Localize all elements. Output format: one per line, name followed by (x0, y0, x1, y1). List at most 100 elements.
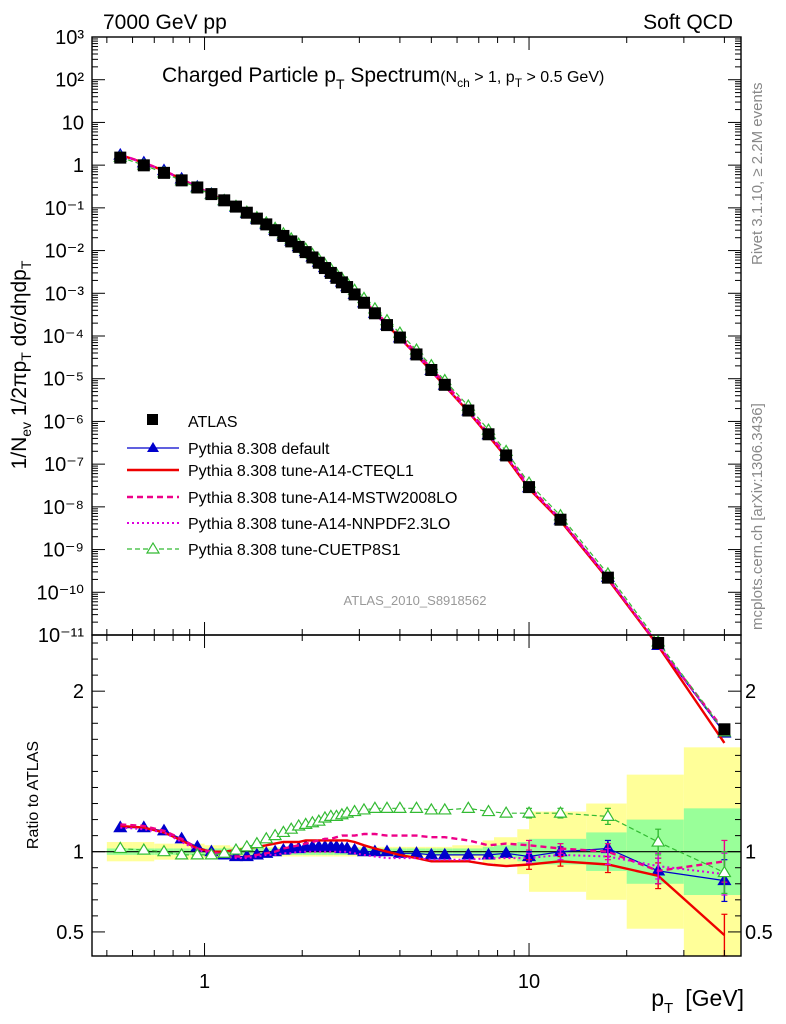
ratio-y-axis-label: Ratio to ATLAS (25, 741, 42, 849)
data-point-atlas (191, 181, 204, 194)
ratio-point-cuetp8s1 (174, 847, 189, 860)
data-point-atlas (357, 296, 370, 309)
data-point-atlas (114, 151, 127, 164)
legend-label-cuetp8s1: Pythia 8.308 tune-CUETP8S1 (188, 542, 401, 559)
ratio-point-default (481, 847, 496, 860)
data-point-atlas (482, 428, 495, 441)
chart-title: Charged Particle pT Spectrum(Nch > 1, pT… (162, 64, 604, 92)
ratio-y-tick-label: 2 (73, 681, 84, 703)
y-tick-label: 10⁻⁶ (43, 411, 84, 433)
header-left: 7000 GeV pp (103, 11, 227, 34)
ratio-point-cuetp8s1 (156, 844, 172, 857)
data-point-atlas (410, 348, 423, 361)
y-tick-label: 10⁻³ (45, 283, 85, 305)
mcplots-label: mcplots.cern.ch [arXiv:1306.3436] (749, 403, 766, 630)
ratio-point-default (499, 846, 514, 858)
x-axis: 1 10 (106, 37, 725, 993)
y-tick-label: 1 (73, 155, 84, 177)
data-point-atlas (393, 331, 406, 344)
data-point-atlas (523, 481, 536, 494)
data-point-atlas (438, 378, 451, 391)
data-point-atlas (425, 363, 438, 376)
main-plot-data (113, 147, 732, 744)
y-tick-label: 10⁻⁷ (44, 454, 84, 476)
y-tick-label: 10⁻⁸ (43, 497, 84, 519)
y-tick-label: 10⁻⁵ (43, 369, 84, 391)
ratio-point-cuetp8s1 (356, 802, 372, 815)
x-axis-label: pT [GeV] (651, 985, 744, 1017)
ratio-point-cuetp8s1 (461, 801, 476, 813)
data-point-atlas (718, 723, 731, 736)
header-right: Soft QCD (643, 11, 733, 34)
y-tick-label: 10⁻⁴ (43, 326, 84, 348)
main-y-axis: 10⁻¹¹ 10⁻¹⁰ 10⁻⁹ 10⁻⁸ 10⁻⁷ 10⁻⁶ 10⁻⁵ 10⁻⁴ 10⁻³ 10… (37, 27, 741, 647)
ratio-point-cuetp8s1 (437, 802, 452, 815)
ratio-point-cuetp8s1 (424, 802, 439, 815)
legend-label-atlas: ATLAS (188, 414, 238, 431)
legend-label-nnpdf: Pythia 8.308 tune-A14-NNPDF2.3LO (188, 516, 450, 533)
ratio-point-default (461, 847, 476, 860)
data-point-atlas (137, 159, 150, 172)
ratio-point-cuetp8s1 (521, 805, 537, 818)
ratio-point-cuetp8s1 (204, 847, 219, 860)
y-tick-label: 10⁻¹⁰ (37, 582, 84, 604)
legend-label-default: Pythia 8.308 default (188, 441, 330, 458)
ratio-point-cuetp8s1 (481, 804, 496, 817)
ratio-point-default (340, 841, 355, 854)
data-point-atlas (368, 307, 381, 320)
ratio-y-tick-label-right: 2 (745, 681, 756, 703)
ratio-point-cuetp8s1 (717, 865, 732, 878)
data-point-atlas (175, 174, 188, 187)
data-point-atlas (218, 194, 231, 207)
ratio-point-default (424, 847, 439, 860)
ratio-point-cuetp8s1 (217, 846, 232, 858)
ratio-point-cuetp8s1 (239, 839, 254, 852)
ratio-point-cuetp8s1 (347, 804, 362, 817)
legend: ATLAS Pythia 8.308 default Pythia 8.308 … (127, 414, 457, 559)
data-point-atlas (380, 319, 393, 332)
ratio-y-tick-label: 0.5 (56, 922, 84, 944)
data-point-atlas (554, 513, 567, 526)
legend-marker-atlas (147, 414, 158, 425)
x-tick-label: 1 (199, 971, 210, 993)
ratio-point-cuetp8s1 (190, 847, 205, 860)
ratio-y-tick-label: 1 (73, 842, 84, 864)
y-tick-label: 10³ (55, 27, 84, 49)
ratio-point-cuetp8s1 (228, 842, 244, 855)
data-point-atlas (500, 449, 513, 462)
legend-label-mstw: Pythia 8.308 tune-A14-MSTW2008LO (188, 490, 457, 507)
data-point-atlas (250, 212, 263, 225)
analysis-watermark: ATLAS_2010_S8918562 (344, 593, 487, 608)
y-tick-label: 10⁻¹ (45, 198, 85, 220)
data-point-atlas (229, 200, 242, 213)
ratio-point-cuetp8s1 (600, 809, 615, 821)
data-point-atlas (601, 571, 614, 584)
x-tick-label: 10 (518, 971, 540, 993)
data-point-atlas (652, 636, 665, 649)
y-tick-label: 10⁻¹¹ (38, 625, 84, 647)
legend-marker-default (147, 442, 159, 452)
legend-label-cteql1: Pythia 8.308 tune-A14-CTEQL1 (188, 463, 414, 480)
y-tick-label: 10⁻² (45, 241, 85, 263)
ratio-point-cuetp8s1 (113, 841, 128, 854)
ratio-point-cuetp8s1 (379, 801, 395, 813)
ratio-point-cuetp8s1 (499, 805, 514, 818)
ratio-panel (91, 634, 742, 957)
ratio-y-axis: 0.5 0.5 1 1 2 2 (56, 642, 773, 944)
ratio-plot-data (113, 801, 732, 957)
ratio-point-cuetp8s1 (651, 834, 666, 847)
rivet-label: Rivet 3.1.10, ≥ 2.2M events (749, 83, 766, 266)
ratio-line-nnpdf (120, 826, 725, 876)
ratio-line-cteql1 (120, 824, 726, 936)
y-tick-label: 10² (55, 70, 84, 92)
y-tick-label: 10⁻⁹ (43, 540, 84, 562)
legend-marker-cuetp8s1 (145, 541, 161, 554)
data-point-atlas (157, 166, 170, 179)
ratio-point-cuetp8s1 (367, 801, 382, 813)
ratio-point-cuetp8s1 (136, 842, 151, 855)
ratio-y-tick-label-right: 1 (745, 842, 756, 864)
data-point-atlas (240, 206, 253, 219)
data-point-atlas (462, 404, 475, 417)
ratio-point-cuetp8s1 (553, 805, 568, 818)
